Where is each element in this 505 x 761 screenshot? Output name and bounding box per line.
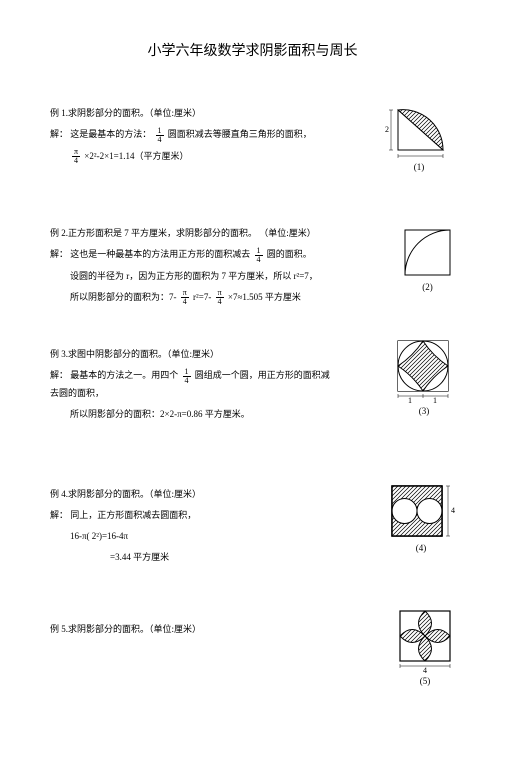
frac: 14 [156,127,164,144]
p2-line3: 所以阴影部分的面积为：7- π4 r²=7- π4 ×7≈1.505 平方厘米 [50,289,330,306]
sol-text: 这也是一种最基本的方法用正方形的面积减去 [70,249,252,259]
figure-1: 2 (1) [383,105,455,172]
p2-line2: 设圆的半径为 r，因为正方形的面积为 7 平方厘米，所以 r²=7， [50,268,330,285]
t: ×7≈1.505 平方厘米 [228,292,301,302]
sol-label: 解： [50,249,68,259]
t: 所以阴影部分的面积为：7- [70,292,177,302]
p1-calc: π4 ×2²-2×1=1.14（平方厘米） [50,148,330,165]
dim: 1 [408,396,412,404]
frac: π4 [181,289,189,306]
caption-1: (1) [383,162,455,172]
sol-tail: 圆的面积。 [267,249,312,259]
caption-3: (3) [393,406,455,416]
dim-left: 2 [385,125,389,134]
problem-5: 例 5.求阴影部分的面积。（单位:厘米） 4 (5) [50,621,455,701]
p4-line3: =3.44 平方厘米 [50,549,330,566]
frac: π4 [216,289,224,306]
frac: 14 [255,247,263,264]
sol-text: 这是最基本的方法： [70,129,151,139]
p2-header: 例 2.正方形面积是 7 平方厘米，求阴影部分的面积。 （单位:厘米） [50,225,330,242]
caption-5: (5) [395,676,455,686]
frac: π4 [72,148,80,165]
sol-text: 最基本的方法之一。用四个 [70,370,180,380]
p1-solution: 解： 这是最基本的方法： 14 圆面积减去等腰直角三角形的面积， [50,126,330,143]
dim: 4 [423,666,427,674]
p4-line2: 16-π( 2²)=16-4π [50,528,330,545]
p4-solution: 解： 同上，正方形面积减去圆面积， [50,507,330,524]
figure-3: 1 1 (3) [393,336,455,416]
sol-label: 解： [50,129,68,139]
sol-label: 解： [50,510,68,520]
frac: 14 [183,368,191,385]
p2-solution: 解： 这也是一种最基本的方法用正方形的面积减去 14 圆的面积。 [50,246,330,263]
figure-4: 4 (4) [387,481,455,553]
problem-3: 例 3.求图中阴影部分的面积。（单位:厘米） 解： 最基本的方法之一。用四个 1… [50,346,455,426]
dim: 1 [433,396,437,404]
p3-line2: 所以阴影部分的面积：2×2-π=0.86 平方厘米。 [50,406,330,423]
p3-solution: 解： 最基本的方法之一。用四个 14 圆组成一个圆，用正方形的面积减去圆的面积， [50,367,330,402]
problem-2: 例 2.正方形面积是 7 平方厘米，求阴影部分的面积。 （单位:厘米） 解： 这… [50,225,455,306]
page-title: 小学六年级数学求阴影面积与周长 [50,40,455,60]
sol-label: 解： [50,370,68,380]
caption-4: (4) [387,543,455,553]
p4-header: 例 4.求阴影部分的面积。（单位:厘米） [50,486,330,503]
sol-tail: 圆面积减去等腰直角三角形的面积， [168,129,312,139]
problem-1: 例 1.求阴影部分的面积。（单位:厘米） 解： 这是最基本的方法： 14 圆面积… [50,105,455,185]
dim: 4 [451,506,455,515]
figure-2: (2) [400,225,455,292]
t: r²=7- [193,292,211,302]
p5-header: 例 5.求阴影部分的面积。（单位:厘米） [50,621,330,638]
figure-5: 4 (5) [395,606,455,686]
problem-4: 例 4.求阴影部分的面积。（单位:厘米） 解： 同上，正方形面积减去圆面积， 1… [50,486,455,566]
p3-header: 例 3.求图中阴影部分的面积。（单位:厘米） [50,346,330,363]
p1-header: 例 1.求阴影部分的面积。（单位:厘米） [50,105,330,122]
sol-text: 同上，正方形面积减去圆面积， [70,510,196,520]
caption-2: (2) [400,282,455,292]
calc: ×2²-2×1=1.14（平方厘米） [84,151,188,161]
